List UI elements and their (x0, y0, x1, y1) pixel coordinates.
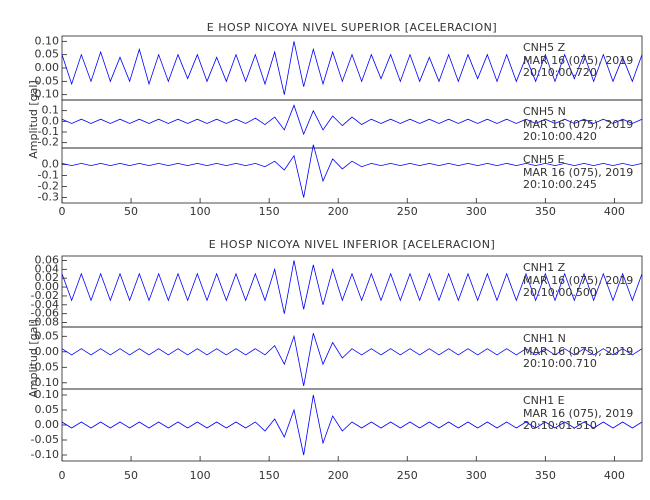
y-tick-label: -0.2 (38, 136, 59, 149)
x-tick-label: 150 (259, 205, 280, 218)
x-tick-label: 250 (397, 205, 418, 218)
y-axis-label: Amplitud [gal] (27, 319, 40, 397)
trace-annotation: 20:10:00.710 (523, 357, 597, 370)
trace-annotation: 20:10:00.420 (523, 130, 597, 143)
trace-annotation: 20:10:01.510 (523, 419, 597, 432)
trace-annotation: 20:10:00.720 (523, 66, 597, 79)
y-tick-label: -0.08 (31, 316, 59, 329)
y-tick-label: 0.05 (35, 48, 60, 61)
y-tick-label: 0.0 (42, 158, 60, 171)
y-tick-label: -0.10 (31, 88, 59, 101)
trace-station: CNH5 N (523, 105, 566, 118)
y-axis-label: Amplitud [gal] (27, 80, 40, 158)
trace (61, 260, 643, 314)
y-tick-label: 0.10 (35, 34, 60, 47)
trace-annotation: 20:10:00.245 (523, 178, 597, 191)
x-tick-label: 0 (59, 205, 66, 218)
trace (61, 394, 643, 456)
trace-annotation: 20:10:00.500 (523, 286, 597, 299)
y-tick-label: 0.10 (35, 388, 60, 401)
y-tick-label: -0.05 (31, 74, 59, 87)
y-tick-label: 0.00 (35, 280, 60, 293)
y-tick-label: -0.1 (38, 125, 59, 138)
trace-annotation: MAR 16 (075), 2019 (523, 166, 633, 179)
x-tick-label: 300 (466, 469, 487, 482)
x-tick-label: 50 (124, 205, 138, 218)
y-tick-label: 0.05 (35, 329, 60, 342)
x-tick-label: 100 (190, 469, 211, 482)
y-tick-label: 0.05 (35, 403, 60, 416)
x-tick-label: 200 (328, 469, 349, 482)
y-tick-label: -0.06 (31, 307, 59, 320)
trace-annotation: MAR 16 (075), 2019 (523, 274, 633, 287)
trace (61, 41, 643, 95)
trace-annotation: MAR 16 (075), 2019 (523, 118, 633, 131)
y-tick-label: -0.3 (38, 191, 59, 204)
x-tick-label: 100 (190, 205, 211, 218)
y-tick-label: 0.02 (35, 271, 60, 284)
y-tick-label: -0.04 (31, 298, 59, 311)
trace-station: CNH5 E (523, 153, 565, 166)
chart-title: E HOSP NICOYA NIVEL SUPERIOR [ACELERACIO… (207, 21, 497, 34)
y-tick-label: -0.02 (31, 289, 59, 302)
chart-title: E HOSP NICOYA NIVEL INFERIOR [ACELERACIO… (209, 238, 496, 251)
trace-station: CNH1 Z (523, 261, 566, 274)
y-tick-label: 0.00 (35, 61, 60, 74)
y-tick-label: -0.05 (31, 433, 59, 446)
trace-annotation: MAR 16 (075), 2019 (523, 345, 633, 358)
x-tick-label: 250 (397, 469, 418, 482)
x-tick-label: 400 (604, 205, 625, 218)
trace-station: CNH5 Z (523, 41, 566, 54)
y-tick-label: 0.00 (35, 418, 60, 431)
y-tick-label: 0.1 (42, 104, 60, 117)
y-tick-label: -0.2 (38, 180, 59, 193)
x-tick-label: 0 (59, 469, 66, 482)
y-tick-label: -0.1 (38, 169, 59, 182)
x-tick-label: 150 (259, 469, 280, 482)
y-tick-label: 0.06 (35, 253, 60, 266)
y-tick-label: -0.10 (31, 448, 59, 461)
y-tick-label: -0.05 (31, 360, 59, 373)
y-tick-label: 0.0 (42, 114, 60, 127)
trace-annotation: MAR 16 (075), 2019 (523, 407, 633, 420)
x-tick-label: 400 (604, 469, 625, 482)
trace-station: CNH1 E (523, 394, 565, 407)
y-tick-label: 0.00 (35, 345, 60, 358)
trace-station: CNH1 N (523, 332, 566, 345)
x-tick-label: 350 (535, 469, 556, 482)
trace (61, 144, 643, 198)
y-tick-label: 0.04 (35, 262, 60, 275)
trace (61, 104, 643, 136)
y-tick-label: -0.10 (31, 376, 59, 389)
x-tick-label: 350 (535, 205, 556, 218)
x-tick-label: 300 (466, 205, 487, 218)
trace-annotation: MAR 16 (075), 2019 (523, 54, 633, 67)
x-tick-label: 200 (328, 205, 349, 218)
x-tick-label: 50 (124, 469, 138, 482)
trace (61, 333, 643, 386)
